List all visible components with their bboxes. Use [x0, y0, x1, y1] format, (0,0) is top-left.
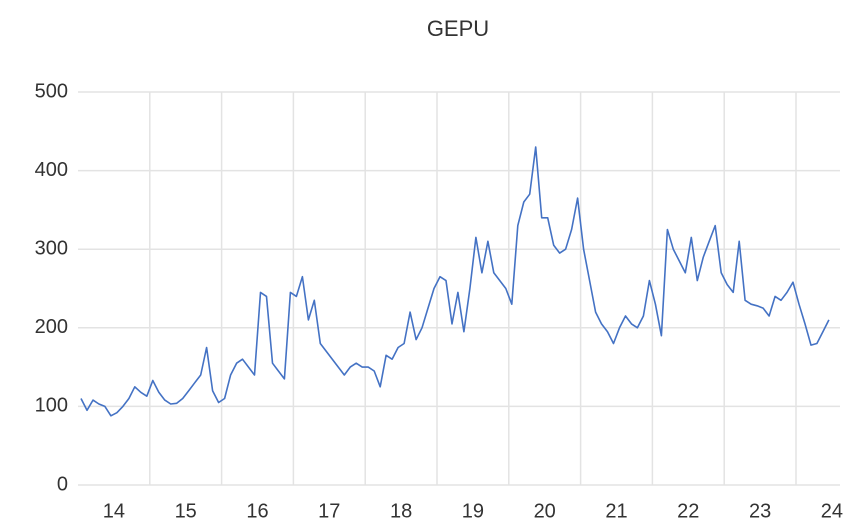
y-tick-label: 500 — [35, 80, 68, 102]
y-tick-label: 200 — [35, 316, 68, 338]
y-tick-label: 400 — [35, 159, 68, 181]
x-tick-label: 21 — [605, 500, 627, 522]
chart-title: GEPU — [427, 16, 489, 41]
y-tick-label: 0 — [57, 473, 68, 495]
x-tick-label: 15 — [175, 500, 197, 522]
y-tick-label: 100 — [35, 395, 68, 417]
x-tick-label: 17 — [318, 500, 340, 522]
x-tick-label: 14 — [103, 500, 125, 522]
x-tick-label: 20 — [534, 500, 556, 522]
x-tick-label: 16 — [246, 500, 268, 522]
y-tick-label: 300 — [35, 237, 68, 259]
x-tick-label: 24 — [821, 500, 843, 522]
x-tick-label: 22 — [677, 500, 699, 522]
x-tick-label: 18 — [390, 500, 412, 522]
x-tick-label: 19 — [462, 500, 484, 522]
data-line — [80, 146, 830, 417]
x-tick-label: 23 — [749, 500, 771, 522]
